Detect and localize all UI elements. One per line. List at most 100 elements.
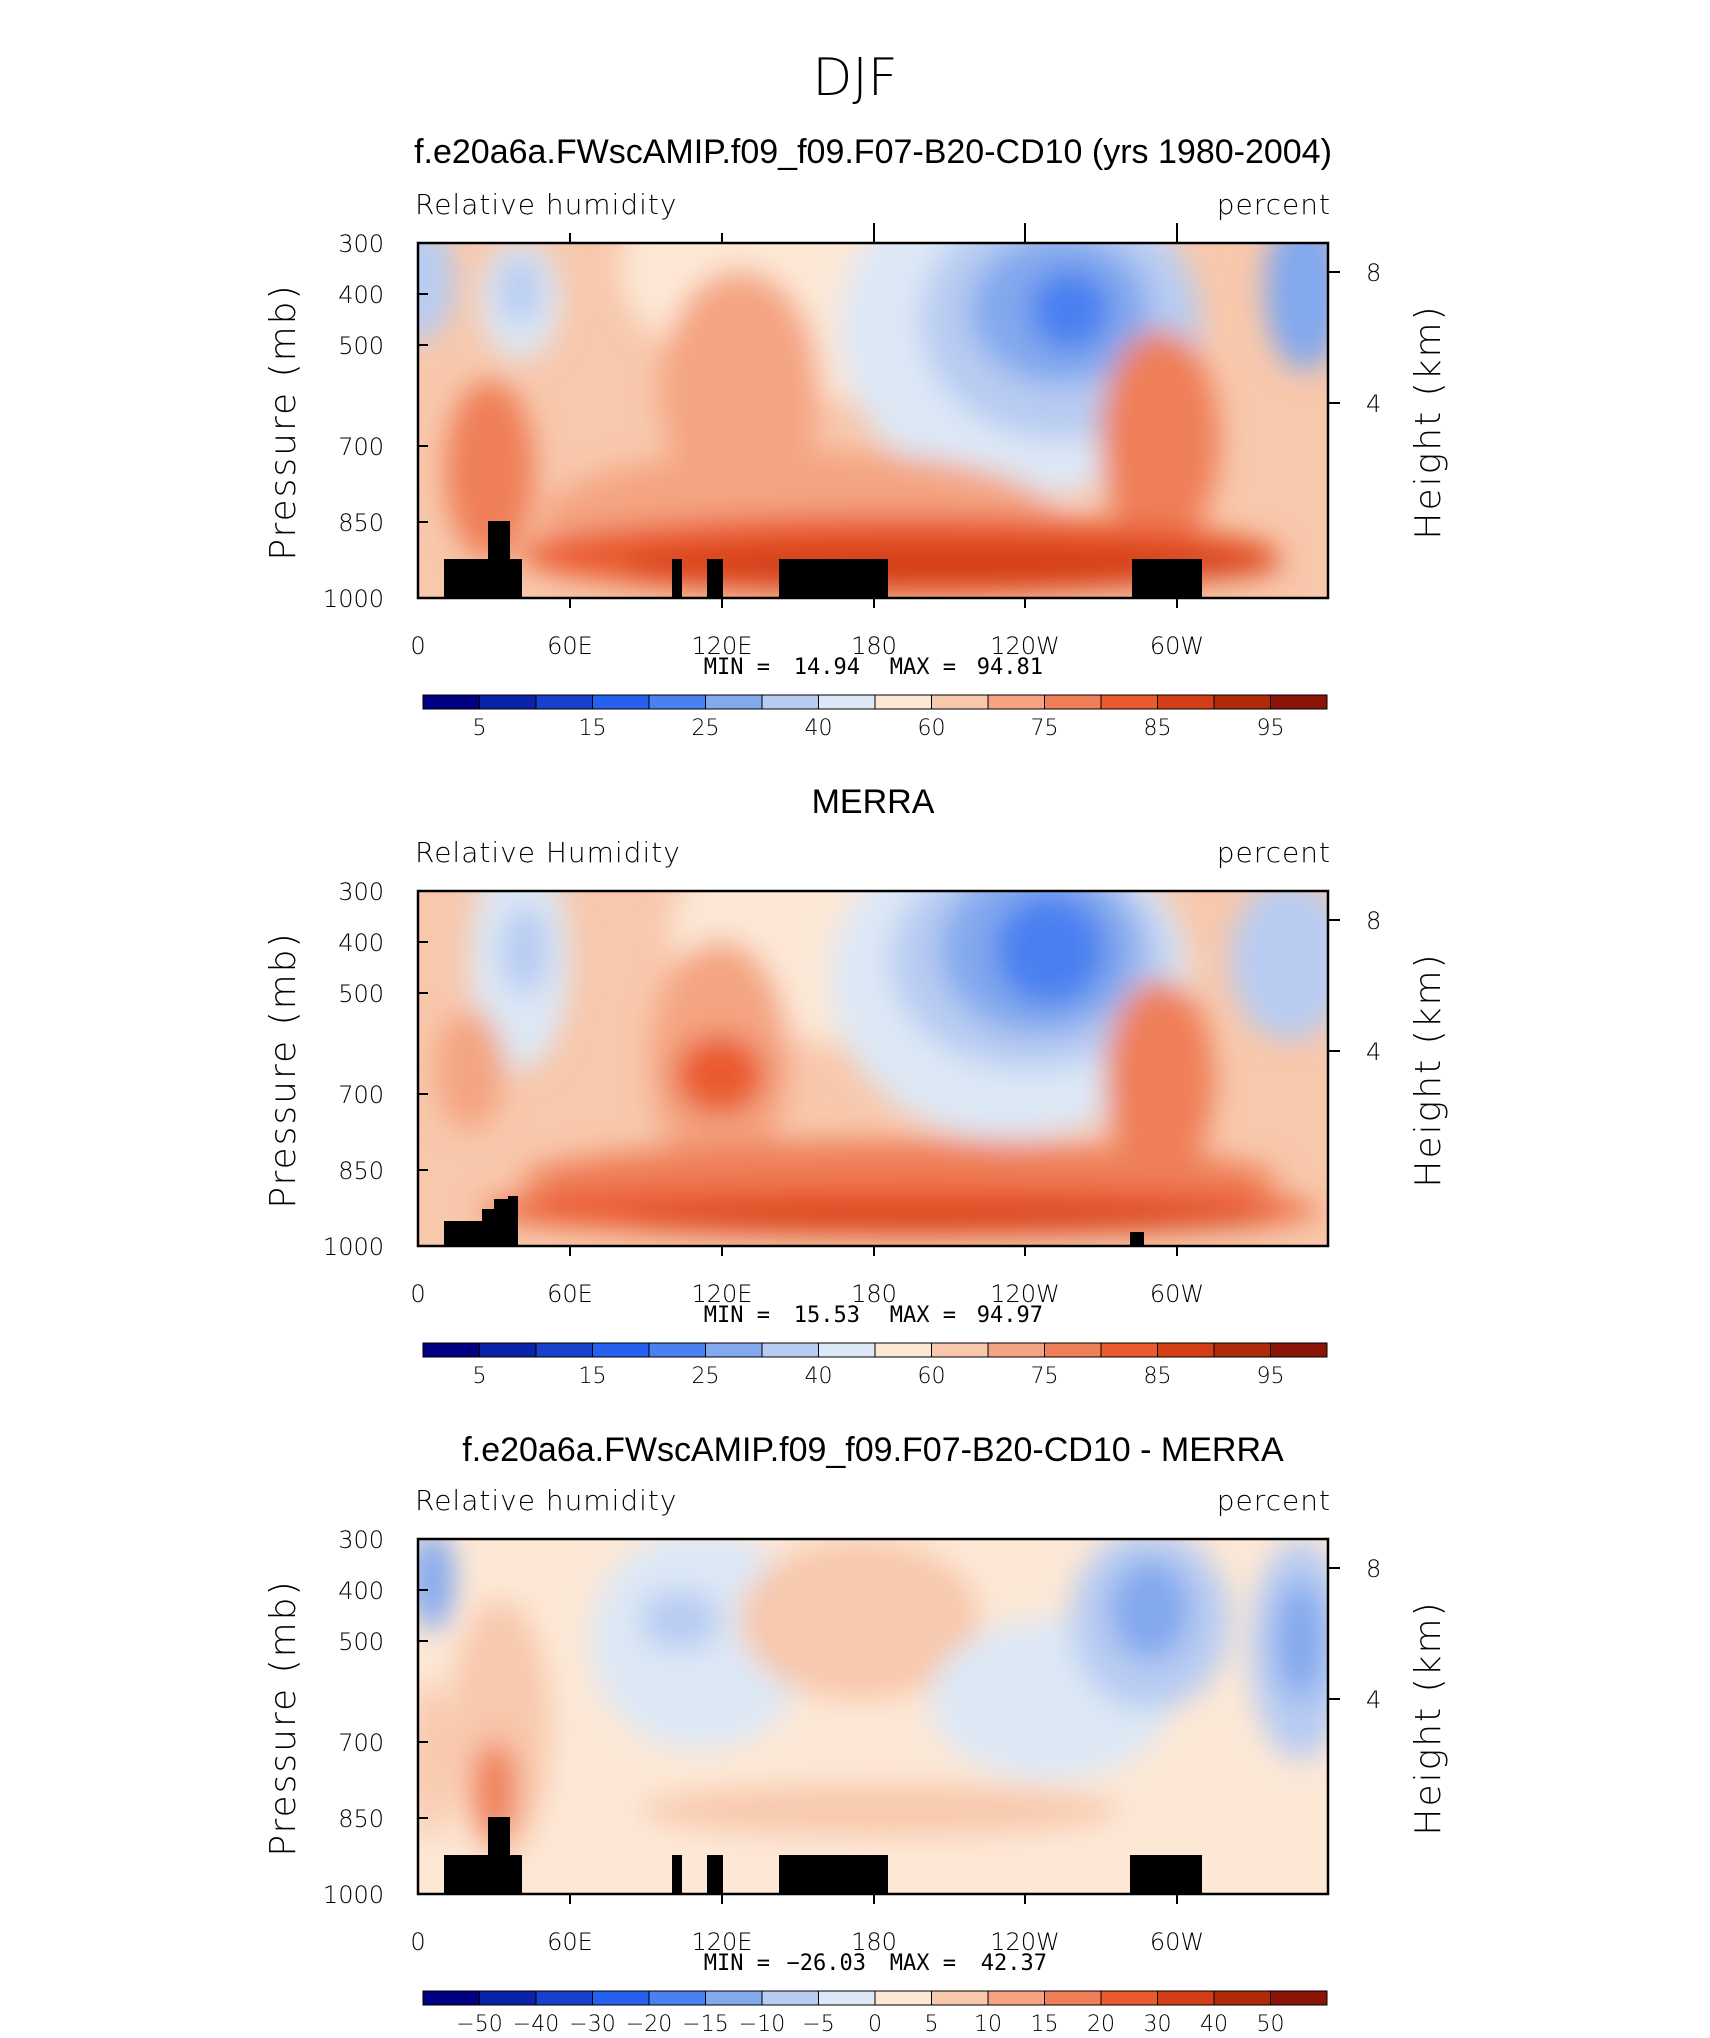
panel-1-colorbar-swatch-13: [1157, 694, 1215, 710]
panel-3-colorbar-label-8: 5: [925, 2012, 939, 2037]
panel-2-colorbar-swatch-9: [931, 1342, 989, 1358]
panel-1-colorbar-swatch-7: [818, 694, 876, 710]
panel-3-colorbar-label-0: −50: [456, 2012, 502, 2037]
panel-3-max-label: MAX =: [890, 1951, 956, 1976]
panel-1-colorbar-swatch-9: [931, 694, 989, 710]
panel-2-left-ticks: 300 400 500 700 850 1000: [323, 878, 428, 1261]
panel-1-lon-120E: 120E: [692, 632, 753, 660]
panel-3-min-label: MIN =: [704, 1951, 770, 1976]
panel-2-ptick-400: 400: [338, 929, 384, 957]
panel-1-title: f.e20a6a.FWscAMIP.f09_f09.F07-B20-CD10 (…: [414, 133, 1332, 171]
panel-2-ptick-1000: 1000: [323, 1233, 384, 1261]
panel-3-lon-60E: 60E: [547, 1928, 593, 1956]
panel-3-colorbar: −50 −40 −30 −20 −15 −10 −5 0 5 10 15 20 30 40 50: [422, 1990, 1328, 2037]
panel-1-colorbar-swatch-10: [987, 694, 1045, 710]
panel-3-colorbar-swatch-13: [1157, 1990, 1215, 2006]
panel-2-min-value: 15.53: [794, 1303, 860, 1328]
panel-2-lon-60W: 60W: [1150, 1280, 1204, 1308]
panel-2-lon-ticks: 0 60E 120E 180 120W 60W: [410, 1246, 1204, 1308]
panel-2-colorbar-label-0: 5: [473, 1364, 487, 1389]
panel-2-colorbar: 5 15 25 40 60 75 85 95: [422, 1342, 1328, 1389]
panel-2-lon-180: 180: [851, 1280, 897, 1308]
panel-1-colorbar-swatch-0: [422, 694, 480, 710]
panel-1-colorbar-label-7: 95: [1257, 716, 1285, 741]
panel-2-ptick-500: 500: [338, 980, 384, 1008]
panel-3-colorbar-label-6: −5: [802, 2012, 834, 2037]
panel-1-colorbar-swatch-12: [1100, 694, 1158, 710]
panel-3-colorbar-label-4: −15: [682, 2012, 728, 2037]
panel-3-colorbar-label-1: −40: [513, 2012, 559, 2037]
panel-1-min-value: 14.94: [794, 655, 860, 680]
panel-2-max-value: 94.97: [977, 1303, 1043, 1328]
panel-1-colorbar-swatch-8: [874, 694, 932, 710]
panel-3-colorbar-swatch-7: [818, 1990, 876, 2006]
panel-3-ptick-400: 400: [338, 1577, 384, 1605]
panel-2-variable: Relative Humidity: [415, 836, 681, 869]
panel-2-ptick-300: 300: [338, 878, 384, 906]
panel-3-colorbar-label-10: 15: [1031, 2012, 1059, 2037]
panel-3-right-ticks: 8 4: [1328, 1555, 1381, 1714]
panel-1-colorbar-label-3: 40: [805, 716, 833, 741]
panel-3-lon-180: 180: [851, 1928, 897, 1956]
panel-3-htick-8: 8: [1366, 1555, 1381, 1583]
panel-3-topography: [444, 1817, 1202, 1894]
panel-1-colorbar-label-5: 75: [1031, 716, 1059, 741]
panel-1-ptick-300: 300: [338, 230, 384, 258]
panel-3-lon-120W: 120W: [990, 1928, 1060, 1956]
panel-3-ptick-1000: 1000: [323, 1881, 384, 1909]
panel-2-colorbar-swatch-14: [1213, 1342, 1271, 1358]
panel-3-colorbar-swatch-2: [535, 1990, 593, 2006]
panel-1-htick-8: 8: [1366, 259, 1381, 287]
panel-3-colorbar-label-12: 30: [1144, 2012, 1172, 2037]
panel-3-colorbar-swatch-1: [479, 1990, 537, 2006]
panel-3-colorbar-swatch-15: [1270, 1990, 1328, 2006]
panel-3-lon-ticks: 0 60E 120E 180 120W 60W: [410, 1894, 1204, 1956]
panel-3-left-ticks: 300 400 500 700 850 1000: [323, 1526, 428, 1909]
panel-1-contour-field: [418, 243, 1328, 598]
panel-2-colorbar-swatch-13: [1157, 1342, 1215, 1358]
panel-1-lon-60W: 60W: [1150, 632, 1204, 660]
panel-1-right-ticks: 8 4: [1328, 259, 1381, 418]
panel-1-topography: [444, 521, 1202, 598]
panel-2-ptick-850: 850: [338, 1157, 384, 1185]
figure-title: DJF: [812, 48, 897, 108]
panel-1-colorbar-swatch-3: [592, 694, 650, 710]
panel-1: f.e20a6a.FWscAMIP.f09_f09.F07-B20-CD10 (…: [263, 133, 1449, 741]
panel-2-height-label: Height (km): [1408, 952, 1449, 1187]
panel-3-colorbar-label-5: −10: [739, 2012, 785, 2037]
panel-1-colorbar-swatch-6: [761, 694, 819, 710]
panel-3-colorbar-swatch-4: [648, 1990, 706, 2006]
panel-1-htick-4: 4: [1366, 390, 1381, 418]
panel-1-variable: Relative humidity: [415, 188, 677, 221]
panel-1-ptick-500: 500: [338, 332, 384, 360]
panel-1-max-label: MAX =: [890, 655, 956, 680]
panel-3-lon-120E: 120E: [692, 1928, 753, 1956]
panel-2-units: percent: [1217, 836, 1331, 869]
panel-1-left-ticks: 300 400 500 700 850 1000: [323, 230, 428, 613]
panel-3-height-label: Height (km): [1408, 1600, 1449, 1835]
panel-3-colorbar-swatch-10: [987, 1990, 1045, 2006]
panel-1-lon-180: 180: [851, 632, 897, 660]
panel-1-colorbar: 5 15 25 40 60 75 85 95: [422, 694, 1328, 741]
panel-2-colorbar-label-6: 85: [1144, 1364, 1172, 1389]
panel-2-colorbar-label-4: 60: [918, 1364, 946, 1389]
panel-1-height-label: Height (km): [1408, 304, 1449, 539]
panel-2: MERRA Relative Humidity percent: [263, 783, 1449, 1389]
panel-2-lon-0: 0: [410, 1280, 425, 1308]
panel-3-colorbar-swatch-12: [1100, 1990, 1158, 2006]
panel-1-lon-0: 0: [410, 632, 425, 660]
panel-2-colorbar-label-1: 15: [579, 1364, 607, 1389]
panel-2-max-label: MAX =: [890, 1303, 956, 1328]
panel-3-colorbar-label-11: 20: [1087, 2012, 1115, 2037]
panel-1-ptick-400: 400: [338, 281, 384, 309]
panel-1-colorbar-label-2: 25: [692, 716, 720, 741]
panel-1-colorbar-label-4: 60: [918, 716, 946, 741]
panel-3-min-value: −26.03: [787, 1951, 866, 1976]
panel-3-colorbar-swatch-5: [705, 1990, 763, 2006]
panel-2-colorbar-swatch-15: [1270, 1342, 1328, 1358]
panel-3-colorbar-label-3: −20: [626, 2012, 672, 2037]
panel-1-ptick-850: 850: [338, 509, 384, 537]
panel-1-colorbar-swatch-5: [705, 694, 763, 710]
panel-2-colorbar-swatch-6: [761, 1342, 819, 1358]
panel-2-colorbar-swatch-1: [479, 1342, 537, 1358]
